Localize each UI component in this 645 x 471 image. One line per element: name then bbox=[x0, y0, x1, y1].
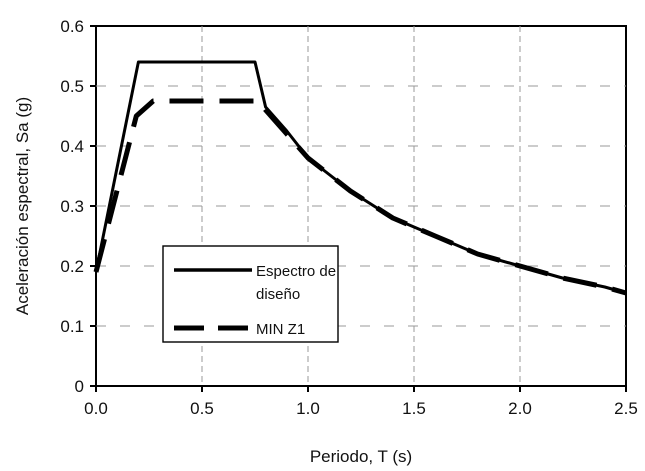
x-tick-label-2: 1.0 bbox=[296, 399, 320, 418]
y-tick-label-2: 0.2 bbox=[60, 257, 84, 276]
x-tick-label-1: 0.5 bbox=[190, 399, 214, 418]
y-tick-label-1: 0.1 bbox=[60, 317, 84, 336]
legend-label-espectro-line2: diseño bbox=[256, 286, 300, 303]
x-tick-label-3: 1.5 bbox=[402, 399, 426, 418]
x-tick-label-5: 2.5 bbox=[614, 399, 638, 418]
y-tick-label-0: 0 bbox=[75, 377, 84, 396]
legend-label-espectro-line1: Espectro de bbox=[256, 263, 336, 280]
legend: Espectro de diseño MIN Z1 bbox=[162, 245, 339, 343]
y-tick-label-3: 0.3 bbox=[60, 197, 84, 216]
x-tick-label-0: 0.0 bbox=[84, 399, 108, 418]
y-axis-label: Aceleración espectral, Sa (g) bbox=[13, 97, 32, 315]
y-tick-label-6: 0.6 bbox=[60, 17, 84, 36]
y-tick-label-5: 0.5 bbox=[60, 77, 84, 96]
y-tick-label-4: 0.4 bbox=[60, 137, 84, 156]
legend-label-min-z1: MIN Z1 bbox=[256, 321, 305, 338]
series-group bbox=[93, 60, 627, 296]
series-line-espectro-de-diseno bbox=[94, 60, 627, 295]
x-tick-label-4: 2.0 bbox=[508, 399, 532, 418]
x-axis-label: Periodo, T (s) bbox=[310, 447, 412, 466]
axis-ticks: 0.0 0.5 1.0 1.5 2.0 2.5 0 0.1 0.2 0.3 0.4 0.5 0.6 bbox=[60, 17, 637, 418]
